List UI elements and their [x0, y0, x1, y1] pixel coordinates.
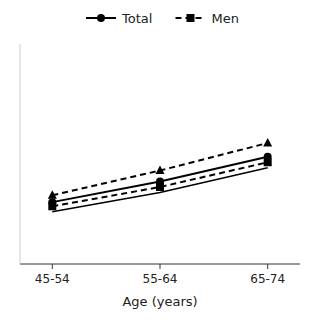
series-marker — [263, 138, 272, 147]
x-tick — [267, 264, 268, 269]
series-marker — [48, 202, 56, 210]
legend: Total Men — [86, 11, 239, 26]
series-marker — [156, 166, 165, 175]
plot-area — [48, 138, 272, 212]
series-marker — [264, 158, 272, 166]
y-axis-line — [20, 44, 21, 264]
series-marker — [48, 190, 57, 199]
series-line — [52, 157, 267, 202]
legend-marker — [97, 14, 105, 22]
series-line — [52, 162, 267, 206]
legend-label: Total — [121, 11, 152, 26]
series-line — [52, 143, 267, 195]
x-tick-label: 65-74 — [250, 272, 285, 286]
x-axis-label: Age (years) — [122, 294, 197, 309]
series-marker — [156, 183, 164, 191]
chart: 45-54 55-64 65-74 Age (years) Total Men — [0, 0, 320, 320]
x-tick-label: 55-64 — [143, 272, 178, 286]
x-tick-label: 45-54 — [35, 272, 70, 286]
legend-label: Men — [212, 11, 239, 26]
legend-marker — [187, 14, 195, 22]
series-line — [52, 168, 267, 212]
x-tick — [52, 264, 53, 269]
x-tick — [160, 264, 161, 269]
